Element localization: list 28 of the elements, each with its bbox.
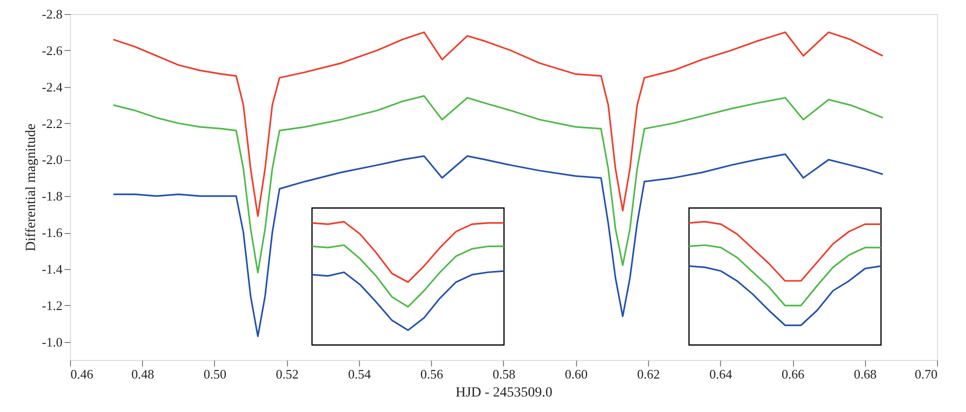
- line-series: [112, 153, 884, 338]
- x-tick-label: 0.60: [564, 366, 588, 382]
- x-tick-label: 0.68: [854, 366, 877, 382]
- x-axis-title: HJD - 2453509.0: [456, 386, 552, 400]
- y-tick-label: -1.8: [42, 188, 62, 204]
- line-series: [112, 95, 884, 274]
- x-tick-label: 0.48: [131, 366, 154, 382]
- y-tick-label: -1.2: [42, 298, 62, 313]
- x-tick-label: 0.50: [204, 366, 226, 382]
- line-series: [112, 31, 884, 217]
- x-tick-label: 0.52: [276, 366, 299, 382]
- x-tick-label: 0.58: [492, 366, 516, 382]
- x-tick-label: 0.62: [637, 366, 660, 382]
- y-tick-label: -2.4: [42, 79, 63, 94]
- y-tick-label: -2.6: [42, 42, 63, 58]
- x-tick-label: 0.64: [709, 366, 733, 382]
- y-tick-label: -1.0: [42, 334, 62, 350]
- x-tick-label: 0.70: [914, 366, 938, 382]
- x-tick-label: 0.56: [420, 366, 444, 382]
- y-tick-label: -2.8: [42, 6, 62, 22]
- x-tick-label: 0.66: [782, 366, 805, 382]
- y-tick-label: -1.4: [42, 261, 63, 276]
- y-tick-label: -1.6: [42, 225, 63, 240]
- x-tick-label: 0.54: [348, 366, 372, 382]
- y-axis-title: Differential magnitude: [24, 124, 39, 252]
- y-tick-label: -2.0: [42, 152, 62, 168]
- x-tick-label: 0.46: [70, 366, 94, 382]
- y-tick-label: -2.2: [42, 116, 62, 131]
